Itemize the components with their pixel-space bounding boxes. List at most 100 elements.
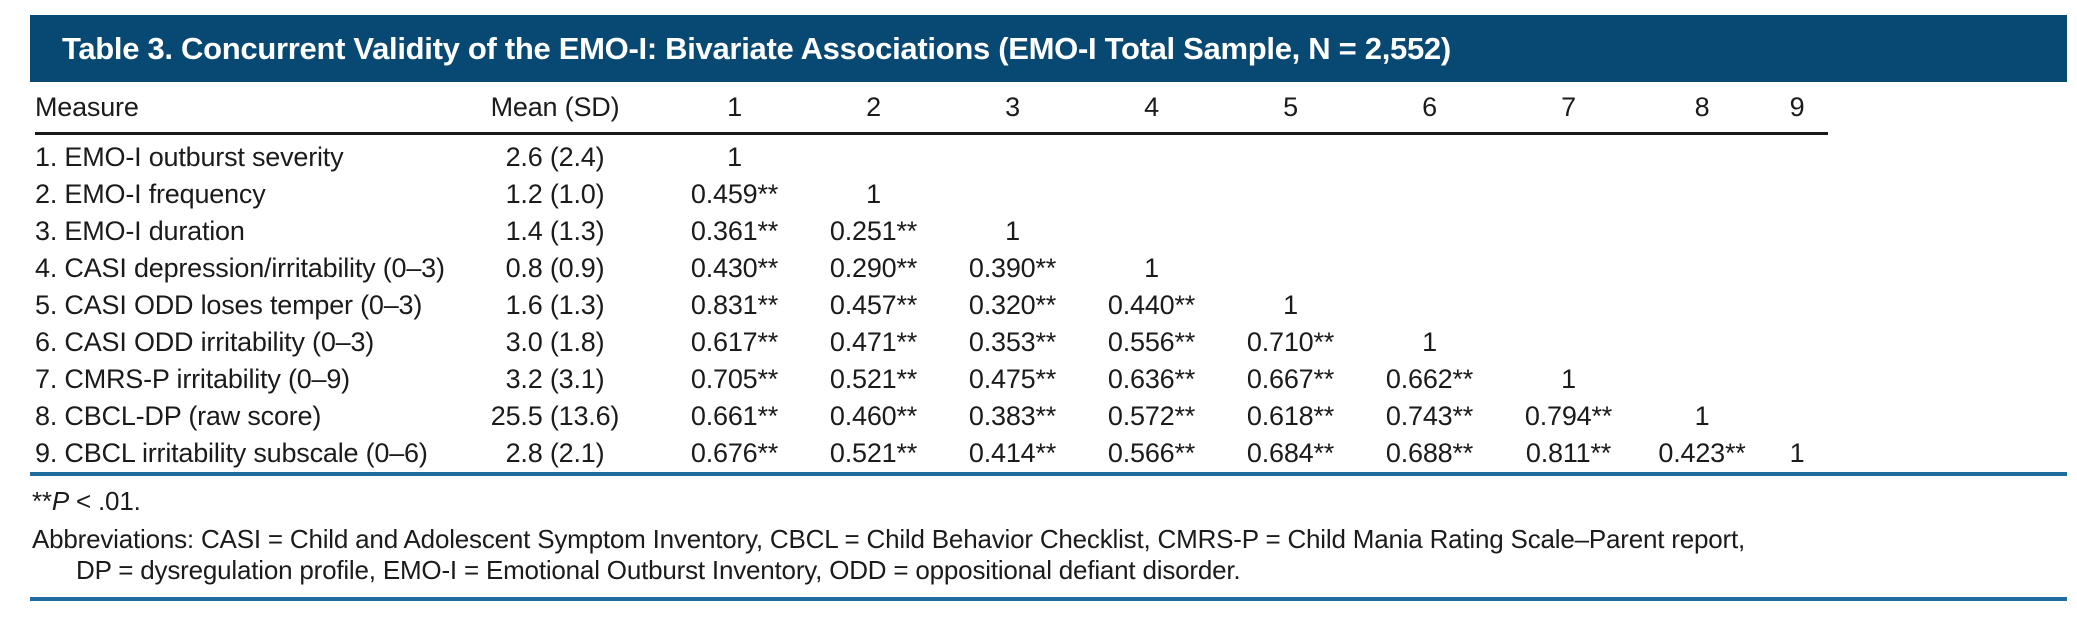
correlation-cell [1499, 176, 1638, 213]
correlation-cell [1766, 361, 1828, 398]
correlation-cell: 0.676** [690, 438, 779, 468]
table-body: 1. EMO-I outburst severity 2.6 (2.4) 1 2. E… [35, 134, 1828, 473]
correlation-cell [1766, 398, 1828, 435]
measure-cell: 4. CASI depression/irritability (0–3) [35, 253, 445, 283]
correlation-cell: 1 [1144, 253, 1159, 283]
correlation-cell [1082, 213, 1221, 250]
correlation-cell [943, 176, 1082, 213]
correlation-cell [1499, 287, 1638, 324]
mean-sd-cell: 2.6 (2.4) [505, 142, 605, 172]
correlation-cell [1638, 213, 1766, 250]
mean-sd-cell: 1.4 (1.3) [505, 216, 605, 246]
column-header-8: 8 [1638, 92, 1766, 135]
abbreviations-note: Abbreviations: CASI = Child and Adolesce… [32, 524, 1745, 586]
abbreviations-line-2: DP = dysregulation profile, EMO-I = Emot… [76, 555, 1241, 585]
correlation-cell [1221, 213, 1360, 250]
measure-cell: 2. EMO-I frequency [35, 179, 266, 209]
correlation-cell [1766, 213, 1828, 250]
correlation-cell: 0.440** [1107, 290, 1196, 320]
measure-cell: 1. EMO-I outburst severity [35, 142, 344, 172]
correlation-cell: 0.290** [829, 253, 918, 283]
correlation-cell [1360, 213, 1499, 250]
correlation-cell: 0.794** [1524, 401, 1613, 431]
column-header-1: 1 [665, 92, 804, 135]
column-header-9: 9 [1766, 92, 1828, 135]
correlation-cell: 0.353** [968, 327, 1057, 357]
table-title: Table 3. Concurrent Validity of the EMO-… [62, 30, 1451, 66]
table-row: 2. EMO-I frequency 1.2 (1.0) 0.459** 1 [35, 176, 1828, 213]
significance-note: **P < .01. [32, 486, 141, 517]
correlation-cell [1499, 324, 1638, 361]
measure-cell: 5. CASI ODD loses temper (0–3) [35, 290, 423, 320]
correlation-cell: 0.521** [829, 438, 918, 468]
table-row: 9. CBCL irritability subscale (0–6) 2.8 (… [35, 435, 1828, 472]
correlation-cell: 0.831** [690, 290, 779, 320]
mean-sd-cell: 25.5 (13.6) [490, 401, 620, 431]
correlation-cell: 1 [1694, 401, 1710, 431]
correlation-cell [1638, 324, 1766, 361]
table-row: 5. CASI ODD loses temper (0–3) 1.6 (1.3) 0… [35, 287, 1828, 324]
correlation-cell: 0.811** [1525, 438, 1612, 468]
correlation-cell: 0.710** [1246, 327, 1335, 357]
correlation-cell [1360, 176, 1499, 213]
column-header-5: 5 [1221, 92, 1360, 135]
divider-rule [30, 472, 2067, 476]
table-row: 4. CASI depression/irritability (0–3) 0.8… [35, 250, 1828, 287]
correlation-cell [1766, 287, 1828, 324]
correlation-cell [1766, 250, 1828, 287]
correlation-cell [1082, 176, 1221, 213]
correlation-cell: 0.320** [968, 290, 1057, 320]
measure-cell: 8. CBCL-DP (raw score) [35, 401, 322, 431]
correlation-cell [1221, 250, 1360, 287]
correlation-cell: 0.618** [1246, 401, 1335, 431]
correlation-cell [1499, 213, 1638, 250]
table-row: 1. EMO-I outburst severity 2.6 (2.4) 1 [35, 134, 1828, 177]
correlation-cell [1638, 361, 1766, 398]
correlation-cell: 1 [1561, 364, 1576, 394]
correlation-cell [1082, 134, 1221, 177]
correlation-table: Measure Mean (SD) 1 2 3 4 5 6 7 8 9 1. EMO-I outbu… [35, 92, 1828, 472]
correlation-cell: 0.521** [829, 364, 918, 394]
significance-threshold: < .01. [69, 486, 141, 516]
correlation-cell: 0.251** [829, 216, 918, 246]
correlation-table-wrap: Measure Mean (SD) 1 2 3 4 5 6 7 8 9 1. EMO-I outbu… [35, 92, 1828, 472]
mean-sd-cell: 2.8 (2.1) [505, 438, 605, 468]
table-row: 8. CBCL-DP (raw score) 25.5 (13.6) 0.661**… [35, 398, 1828, 435]
correlation-cell [1638, 250, 1766, 287]
measure-cell: 7. CMRS-P irritability (0–9) [35, 364, 350, 394]
column-header-measure: Measure [35, 92, 445, 135]
correlation-cell [1638, 134, 1766, 177]
bottom-rule [30, 597, 2067, 601]
correlation-cell: 0.684** [1246, 438, 1335, 468]
correlation-cell: 1 [1005, 216, 1020, 246]
mean-sd-cell: 1.6 (1.3) [505, 290, 605, 320]
correlation-cell [1360, 250, 1499, 287]
correlation-cell [1499, 250, 1638, 287]
mean-sd-cell: 0.8 (0.9) [505, 253, 605, 283]
correlation-cell: 0.688** [1385, 438, 1474, 468]
correlation-cell [1221, 176, 1360, 213]
correlation-cell [1766, 134, 1828, 177]
correlation-cell: 0.460** [829, 401, 918, 431]
column-header-3: 3 [943, 92, 1082, 135]
correlation-cell: 0.667** [1246, 364, 1335, 394]
column-header-7: 7 [1499, 92, 1638, 135]
correlation-cell: 1 [1789, 438, 1805, 468]
measure-cell: 6. CASI ODD irritability (0–3) [35, 327, 375, 357]
correlation-cell [1638, 287, 1766, 324]
correlation-cell: 1 [1422, 327, 1437, 357]
correlation-cell: 0.661** [690, 401, 779, 431]
mean-sd-cell: 3.0 (1.8) [505, 327, 605, 357]
correlation-cell: 0.617** [690, 327, 779, 357]
column-header-mean-sd: Mean (SD) [445, 92, 665, 135]
measure-cell: 3. EMO-I duration [35, 216, 245, 246]
correlation-cell [1766, 176, 1828, 213]
table-title-bar: Table 3. Concurrent Validity of the EMO-… [30, 15, 2067, 82]
significance-stars: ** [32, 486, 52, 516]
column-header-4: 4 [1082, 92, 1221, 135]
mean-sd-cell: 3.2 (3.1) [505, 364, 605, 394]
correlation-cell [1499, 134, 1638, 177]
correlation-cell: 0.457** [829, 290, 918, 320]
correlation-cell: 1 [1283, 290, 1298, 320]
